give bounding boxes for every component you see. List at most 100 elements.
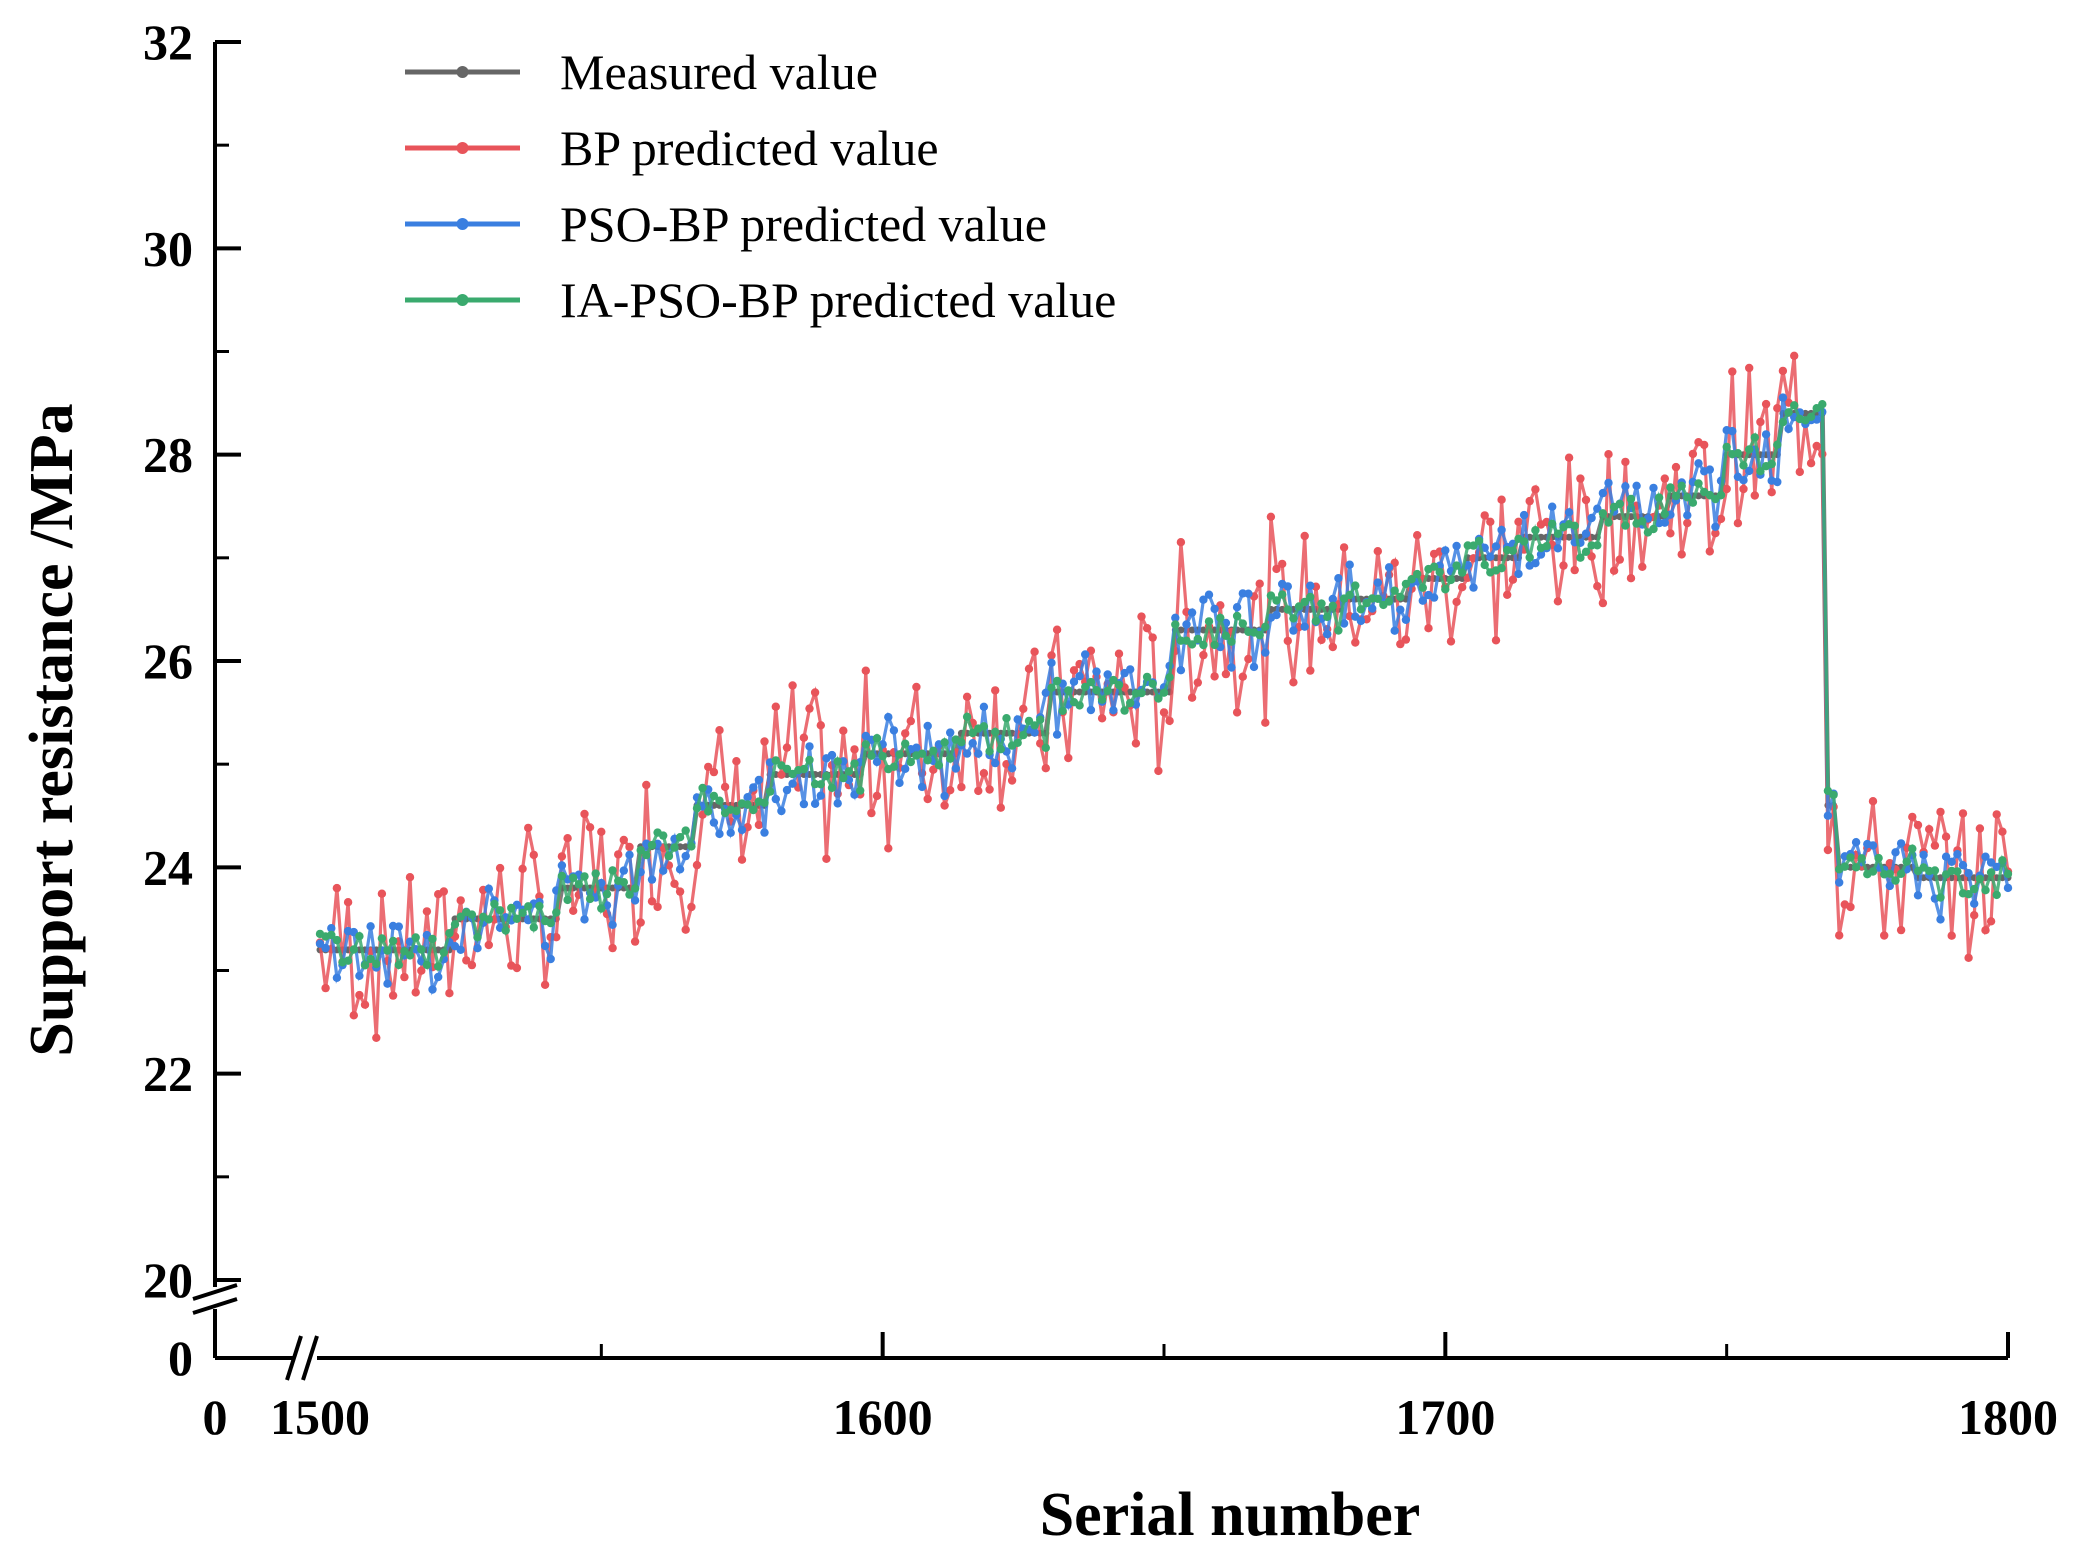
data-point [1885, 869, 1895, 878]
data-point [810, 799, 820, 808]
data-point [867, 751, 876, 760]
data-point [417, 966, 426, 975]
data-point [1593, 582, 1602, 591]
data-point [1964, 953, 1973, 962]
data-point [1970, 884, 1979, 894]
data-point [1401, 579, 1411, 589]
data-point [1289, 626, 1298, 635]
data-point [1114, 680, 1124, 690]
data-point [1345, 560, 1354, 569]
data-point [867, 808, 876, 818]
data-point [901, 764, 910, 773]
data-point [495, 863, 505, 873]
data-point [332, 973, 342, 982]
data-point [332, 935, 342, 945]
data-point [1244, 654, 1253, 664]
data-point [839, 773, 848, 783]
data-point [1941, 852, 1951, 861]
data-point [1986, 868, 1996, 877]
data-point [1171, 620, 1180, 629]
data-point [422, 907, 432, 916]
data-point [1598, 488, 1608, 498]
data-point [822, 771, 831, 781]
legend-marker [456, 66, 469, 78]
data-point [850, 759, 859, 768]
data-point [1446, 637, 1456, 646]
data-point [1300, 597, 1309, 607]
data-point [1283, 582, 1293, 591]
data-point [1666, 483, 1675, 492]
data-point [1947, 931, 1956, 940]
data-point [1261, 648, 1270, 657]
data-point [1992, 890, 2001, 900]
data-point [1238, 619, 1248, 628]
data-point [630, 937, 640, 946]
data-point [737, 855, 747, 864]
data-point [1688, 449, 1698, 459]
data-point [1930, 866, 1940, 875]
data-point [1373, 594, 1383, 603]
data-point [737, 825, 747, 835]
data-point [1576, 553, 1585, 562]
data-point [1024, 716, 1034, 726]
data-point [1345, 590, 1354, 600]
data-point [1418, 583, 1428, 592]
data-point [1076, 688, 1084, 696]
data-point [1446, 575, 1456, 585]
data-point [473, 933, 482, 942]
data-point [979, 769, 989, 778]
data-point [1553, 529, 1563, 538]
data-point [388, 991, 398, 1000]
data-point [1581, 529, 1591, 538]
data-point [456, 912, 465, 921]
data-point [411, 988, 420, 997]
data-point [467, 960, 477, 970]
legend: Measured value BP predicted value PSO-BP p… [405, 44, 1116, 328]
data-point [569, 873, 578, 882]
data-point [771, 702, 780, 711]
data-point [1981, 852, 1990, 861]
data-point [1092, 686, 1101, 695]
data-point [360, 1000, 370, 1009]
data-point [1221, 669, 1231, 679]
data-point [484, 915, 493, 924]
data-point [1126, 698, 1135, 708]
data-point [709, 791, 719, 801]
data-point [810, 688, 820, 697]
y-tick-label: 22 [143, 1046, 193, 1102]
data-point [383, 979, 392, 988]
data-point [1767, 459, 1776, 469]
data-point [1739, 484, 1748, 494]
data-point [771, 756, 780, 765]
data-point [501, 926, 510, 935]
data-point [1936, 915, 1945, 924]
data-point [372, 959, 381, 969]
data-point [422, 960, 432, 970]
data-point [1469, 541, 1478, 550]
data-point [889, 762, 899, 771]
data-point [1030, 728, 1039, 737]
data-point [1913, 891, 1923, 900]
data-point [1705, 547, 1715, 556]
data-point [1368, 604, 1377, 613]
data-point [1030, 721, 1039, 730]
data-point [962, 712, 972, 721]
data-point [760, 737, 769, 746]
data-point [1232, 603, 1242, 612]
data-point [614, 850, 623, 859]
data-point [1941, 832, 1951, 841]
data-point [1165, 716, 1174, 726]
data-point [524, 823, 533, 833]
data-point [484, 940, 493, 950]
data-point [1565, 533, 1573, 541]
data-point [760, 828, 769, 837]
data-point [923, 794, 932, 804]
data-point [1497, 495, 1506, 504]
data-point [1272, 564, 1281, 574]
data-point [1187, 640, 1197, 649]
data-point [439, 948, 448, 957]
data-point [1671, 491, 1681, 501]
data-point [546, 918, 555, 928]
data-point [1289, 614, 1298, 623]
data-point [1902, 857, 1911, 866]
